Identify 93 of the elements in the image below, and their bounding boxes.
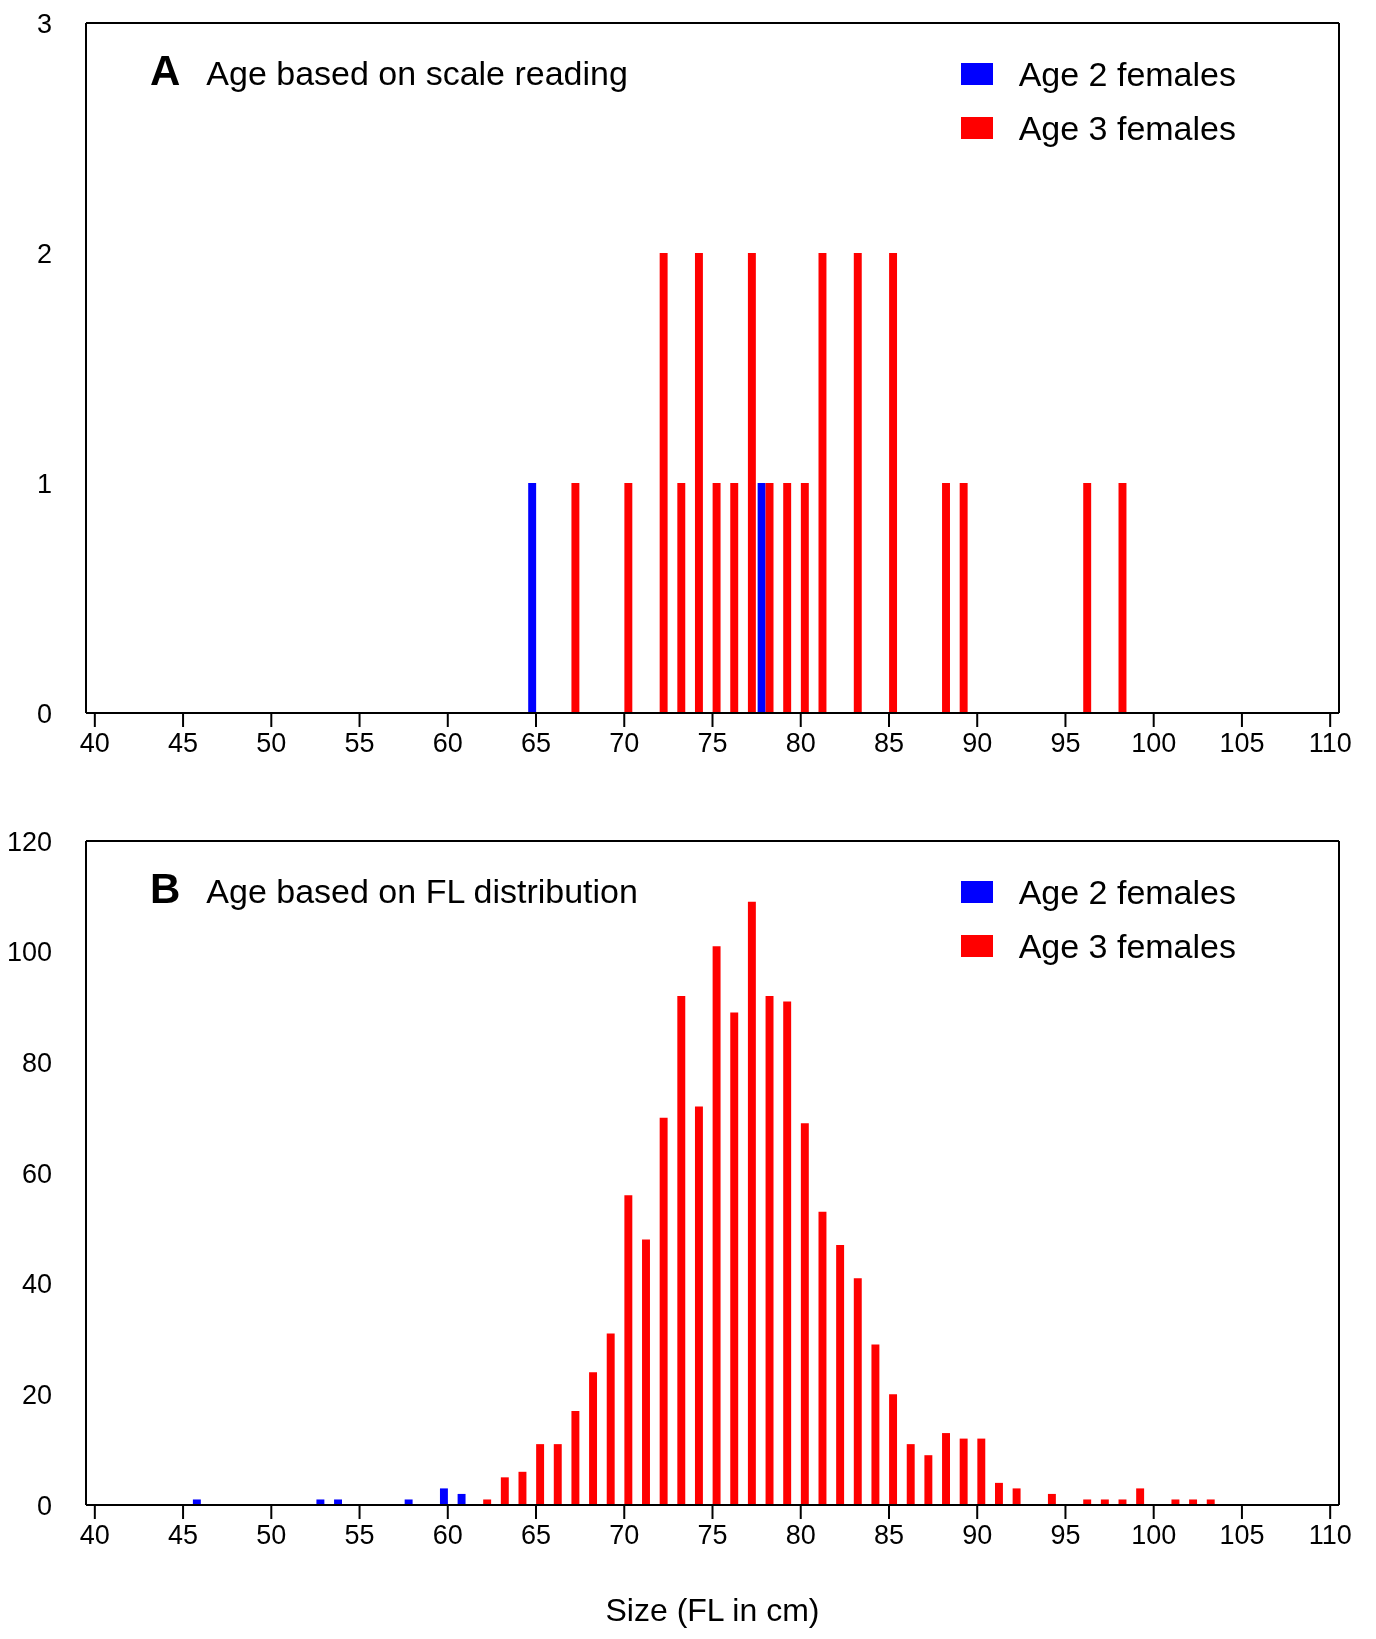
x-tick-label: 110 xyxy=(1308,1520,1352,1551)
bar xyxy=(1171,1499,1180,1505)
x-tick-label: 80 xyxy=(785,728,816,759)
bar xyxy=(1100,1499,1109,1505)
bar xyxy=(871,1344,880,1505)
bar xyxy=(994,1482,1003,1505)
x-tick-label: 80 xyxy=(785,1520,816,1551)
bar xyxy=(853,1278,862,1505)
y-tick-label: 100 xyxy=(6,937,52,968)
bar xyxy=(500,1477,509,1505)
bar xyxy=(906,1444,915,1505)
x-tick-label: 110 xyxy=(1308,728,1352,759)
x-tick-label: 75 xyxy=(697,1520,728,1551)
annotation: B xyxy=(150,865,181,912)
bar xyxy=(571,1410,580,1505)
x-tick-label: 55 xyxy=(344,728,375,759)
y-tick-label: 120 xyxy=(6,826,52,857)
y-tick-label: 60 xyxy=(21,1158,52,1189)
x-tick-label: 100 xyxy=(1131,728,1177,759)
y-tick-label: 3 xyxy=(36,8,52,39)
legend-label: Age 3 females xyxy=(1018,926,1236,967)
bar xyxy=(316,1499,325,1505)
bar xyxy=(439,1488,448,1505)
x-tick-label: 90 xyxy=(962,1520,993,1551)
x-tick-label: 40 xyxy=(79,1520,110,1551)
bar xyxy=(765,995,774,1505)
bar xyxy=(589,1372,598,1505)
bar xyxy=(1047,1493,1056,1505)
text: Age based on FL distribution xyxy=(206,872,638,910)
bar xyxy=(924,1455,933,1505)
legend-label: Age 2 females xyxy=(1018,872,1236,913)
bar xyxy=(192,1499,201,1505)
x-tick-label: 65 xyxy=(521,1520,552,1551)
legend-label: Age 2 females xyxy=(1018,54,1236,95)
x-tick-label: 100 xyxy=(1131,1520,1177,1551)
bar xyxy=(959,1438,968,1505)
x-tick-label: 95 xyxy=(1050,728,1081,759)
y-tick-label: 2 xyxy=(36,238,52,269)
bar xyxy=(624,1195,633,1505)
bar xyxy=(518,1471,527,1505)
bar xyxy=(1189,1499,1198,1505)
x-tick-label: 65 xyxy=(521,728,552,759)
legend-label: Age 3 females xyxy=(1018,108,1236,149)
y-tick-label: 0 xyxy=(36,698,52,729)
x-tick-label: 70 xyxy=(609,728,640,759)
bar xyxy=(889,1394,898,1505)
x-tick-label: 75 xyxy=(697,728,728,759)
bar xyxy=(712,946,721,1505)
y-tick-label: 1 xyxy=(36,468,52,499)
x-tick-label: 60 xyxy=(432,1520,463,1551)
y-tick-label: 80 xyxy=(21,1047,52,1078)
x-tick-label: 105 xyxy=(1219,728,1265,759)
bar xyxy=(457,1493,466,1505)
bar xyxy=(483,1499,492,1505)
bar xyxy=(659,1117,668,1505)
bar xyxy=(836,1244,845,1505)
x-tick-label: 60 xyxy=(432,728,463,759)
bar xyxy=(606,1333,615,1505)
y-tick-label: 40 xyxy=(21,1269,52,1300)
x-tick-label: 55 xyxy=(344,1520,375,1551)
x-axis-title: Size (FL in cm) xyxy=(605,1592,820,1628)
x-tick-label: 50 xyxy=(256,728,287,759)
bar xyxy=(977,1438,986,1505)
bar xyxy=(1136,1488,1145,1505)
bar xyxy=(1012,1488,1021,1505)
bar xyxy=(1206,1499,1215,1505)
bar xyxy=(783,1001,792,1505)
x-tick-label: 50 xyxy=(256,1520,287,1551)
bar xyxy=(553,1444,562,1505)
x-tick-label: 95 xyxy=(1050,1520,1081,1551)
bar xyxy=(694,1106,703,1505)
bar xyxy=(404,1499,413,1505)
bar xyxy=(536,1444,545,1505)
text: Age based on scale reading xyxy=(206,54,628,92)
x-tick-label: 70 xyxy=(609,1520,640,1551)
bar xyxy=(747,901,756,1505)
y-tick-label: 0 xyxy=(36,1490,52,1521)
bar xyxy=(942,1433,950,1505)
bar xyxy=(730,1012,739,1505)
x-tick-label: 90 xyxy=(962,728,993,759)
bar xyxy=(334,1499,343,1505)
x-tick-label: 85 xyxy=(873,728,904,759)
bar xyxy=(642,1239,650,1505)
x-tick-label: 85 xyxy=(873,1520,904,1551)
x-tick-label: 45 xyxy=(168,1520,199,1551)
bar xyxy=(677,995,686,1505)
x-tick-label: 45 xyxy=(168,728,199,759)
x-tick-label: 40 xyxy=(79,728,110,759)
x-tick-label: 105 xyxy=(1219,1520,1265,1551)
annotation: A xyxy=(150,47,181,94)
y-tick-label: 20 xyxy=(21,1379,52,1410)
bar xyxy=(800,1123,809,1505)
bar xyxy=(1083,1499,1092,1505)
